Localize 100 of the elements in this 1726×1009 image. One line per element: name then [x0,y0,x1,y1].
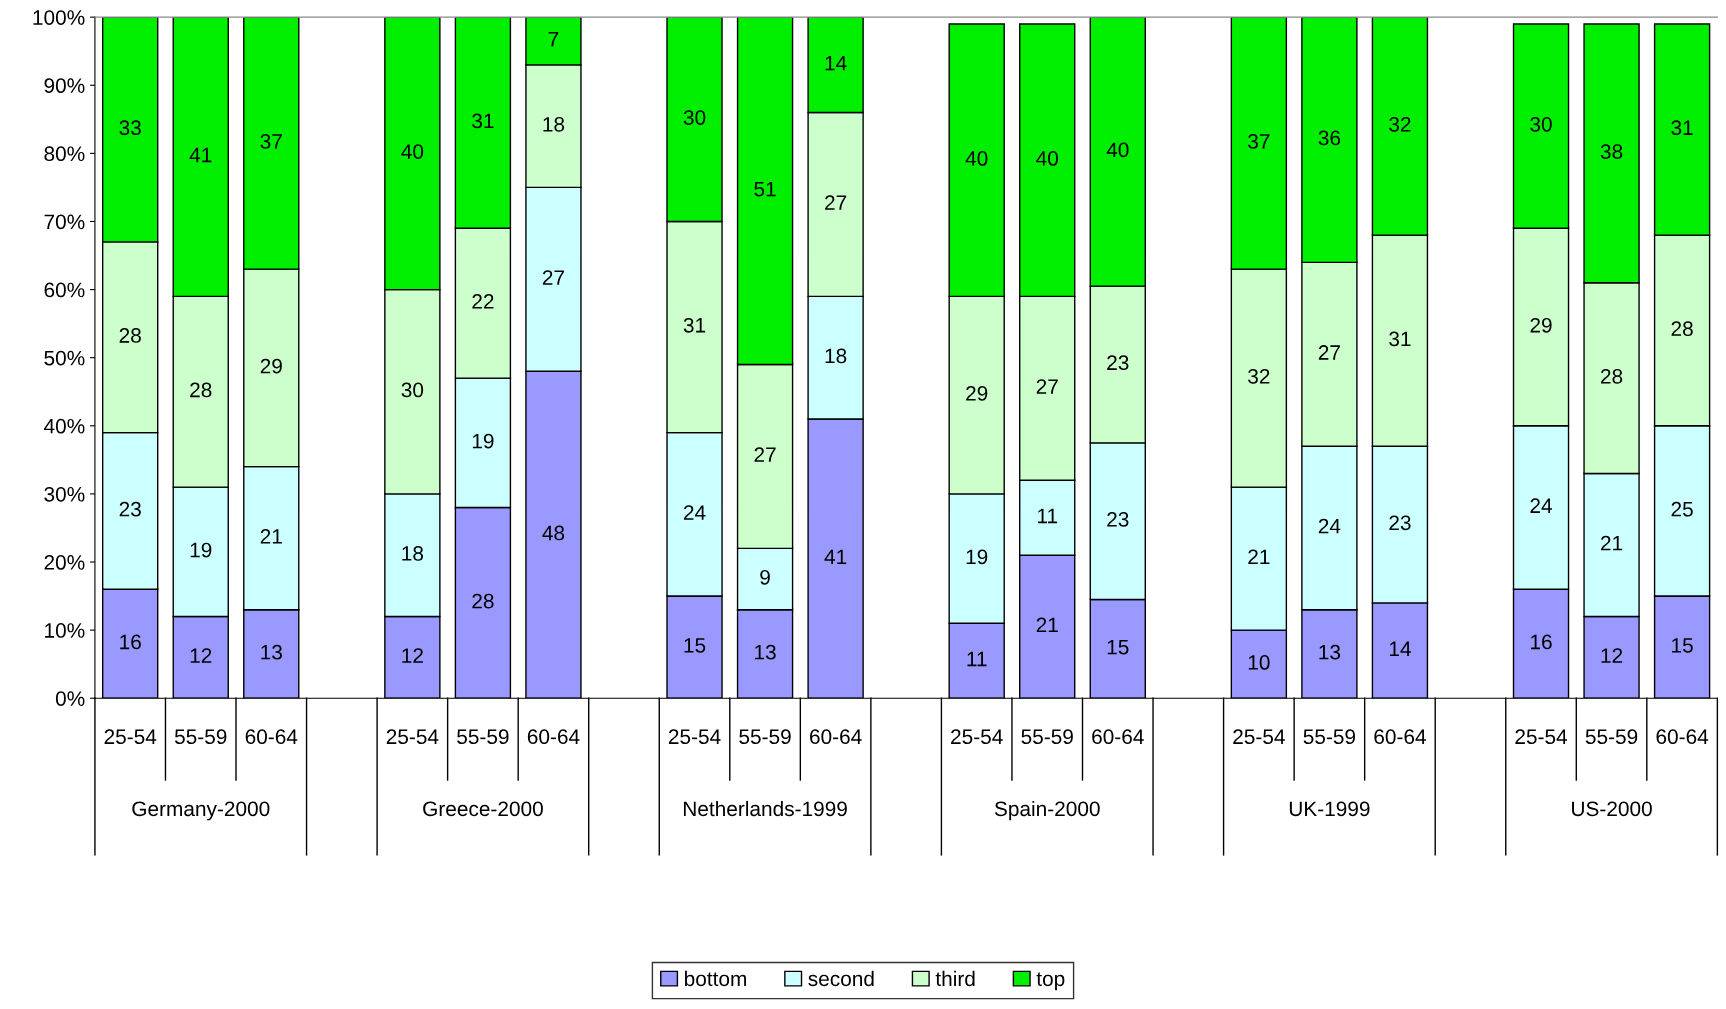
data-label: 21 [260,529,282,544]
data-label: 24 [683,505,706,520]
data-label: 21 [1036,617,1058,633]
x-tick-label: 60-64 [1092,729,1144,745]
data-label: 30 [401,382,424,398]
y-tick-label: 90% [44,78,85,94]
data-label: 24 [1530,498,1552,513]
data-label: 51 [754,181,776,197]
data-label: 23 [1389,515,1411,531]
data-label: 28 [1601,368,1623,384]
data-label: 13 [755,644,776,660]
text: Germany-2000 [132,801,270,821]
data-label: 23 [1107,511,1129,527]
data-label: 27 [1036,379,1058,394]
data-label: 40 [1106,142,1129,158]
x-tick-label: 25-54 [668,729,721,745]
x-tick-label: 55-59 [457,729,509,745]
data-label: 28 [119,328,141,343]
data-label: 12 [190,648,212,663]
x-tick-label: 55-59 [1303,729,1356,745]
data-label: 27 [542,270,564,285]
x-tick-label: 60-64 [1374,729,1426,745]
text: Netherlands-1999 [683,800,847,817]
data-label: 23 [119,501,141,517]
y-tick-label: 70% [44,214,85,230]
data-label: 19 [472,433,494,449]
data-label: 13 [1319,644,1341,660]
data-label: 7 [548,32,559,47]
data-label: 18 [825,348,847,364]
data-label: 28 [472,593,494,609]
x-tick-label: 25-54 [1515,729,1568,745]
data-label: 9 [760,569,770,585]
data-label: 31 [1389,331,1411,347]
data-label: 16 [1531,634,1552,650]
data-label: 31 [472,113,494,129]
data-label: 48 [542,525,565,541]
data-label: 31 [1671,120,1693,136]
data-label: 21 [1601,535,1623,551]
data-label: 11 [967,651,987,667]
text: Spain-2000 [994,800,1100,821]
data-label: 36 [1318,130,1341,146]
data-label: 40 [965,151,988,166]
y-tick-label: 10% [45,623,85,638]
x-tick-label: 60-64 [527,729,580,745]
data-label: 28 [190,382,212,398]
y-tick-label: 20% [44,555,85,570]
data-label: 15 [1107,639,1129,655]
x-tick-label: 25-54 [1233,729,1285,745]
data-label: 22 [472,294,494,309]
data-label: 19 [966,549,988,565]
data-label: 14 [1389,641,1411,656]
data-label: 41 [189,147,212,163]
data-label: 32 [1248,368,1270,384]
data-label: 12 [1601,648,1623,663]
legend-label: third [935,970,975,987]
data-label: 11 [1038,508,1058,524]
data-label: 19 [190,542,212,558]
y-tick-label: 100% [33,10,85,25]
data-label: 37 [1248,133,1270,149]
y-tick-label: 50% [44,350,85,366]
y-tick-label: 40% [43,418,85,434]
x-tick-label: 55-59 [1585,729,1638,745]
y-tick-label: 0% [55,691,85,706]
y-tick-label: 30% [44,486,85,502]
data-label: 29 [1530,317,1552,333]
y-tick-label: 80% [44,146,85,162]
data-label: 18 [543,116,565,132]
text: Greece-2000 [423,801,543,817]
y-tick-label: 60% [44,282,85,298]
x-tick-label: 60-64 [810,729,862,745]
data-label: 15 [1672,638,1693,653]
data-label: 40 [401,144,424,159]
data-label: 25 [1671,501,1693,517]
data-label: 24 [1318,518,1341,534]
x-tick-label: 25-54 [386,729,439,745]
data-label: 28 [1671,321,1693,337]
data-label: 23 [1107,355,1129,371]
text: US-2000 [1572,801,1652,817]
data-label: 13 [261,644,282,660]
data-label: 33 [119,120,141,136]
x-tick-label: 55-59 [739,729,791,745]
data-label: 16 [120,634,141,650]
data-label: 40 [1036,151,1058,166]
data-label: 12 [402,648,423,663]
x-tick-label: 25-54 [951,729,1003,745]
data-label: 18 [402,546,424,561]
x-tick-label: 55-59 [174,729,227,745]
x-tick-label: 60-64 [245,729,298,745]
legend-label: second [808,970,874,987]
data-label: 30 [1530,116,1552,132]
data-label: 30 [683,110,706,125]
text: UK-1999 [1289,801,1370,817]
data-label: 21 [1248,549,1270,564]
data-label: 27 [1318,345,1340,360]
x-tick-label: 25-54 [104,729,157,745]
data-label: 32 [1389,116,1411,132]
data-label: 31 [683,317,706,333]
data-label: 27 [825,195,847,210]
data-label: 29 [260,358,282,374]
data-label: 15 [684,638,706,653]
